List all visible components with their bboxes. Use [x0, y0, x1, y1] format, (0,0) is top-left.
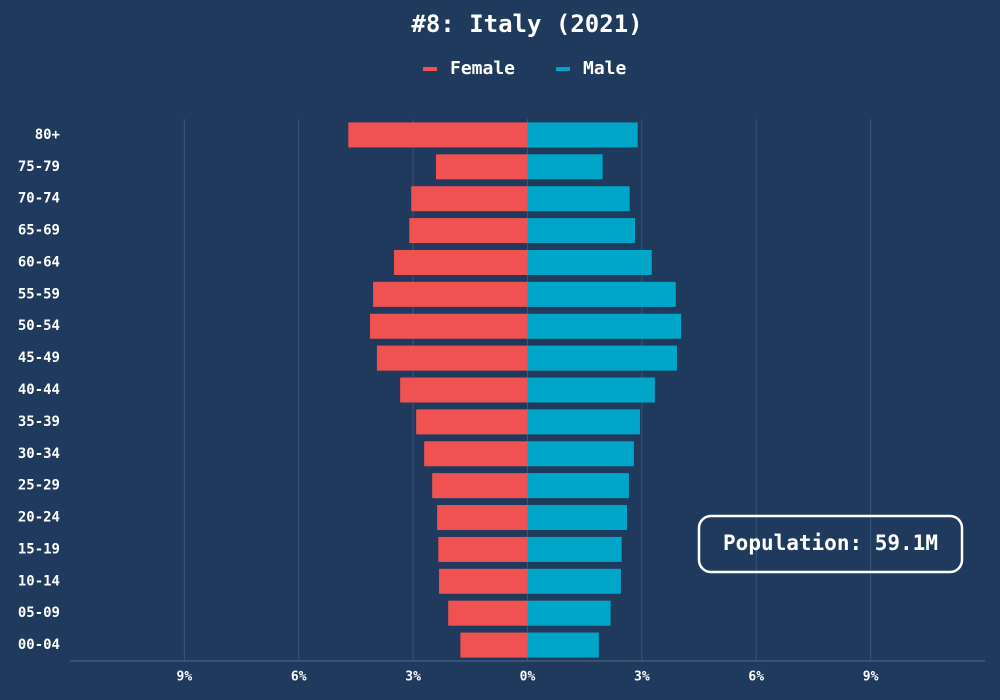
y-tick-label: 30-34 — [18, 446, 60, 462]
y-tick-label: 00-04 — [18, 637, 60, 653]
bar — [424, 441, 528, 467]
y-tick-label: 35-39 — [18, 414, 60, 430]
bar — [527, 441, 634, 467]
bar — [394, 249, 528, 275]
bar — [416, 409, 528, 435]
bar — [448, 600, 528, 626]
y-tick-label: 55-59 — [18, 286, 60, 302]
bar — [527, 154, 603, 180]
bar — [527, 568, 621, 594]
bar — [436, 154, 528, 180]
bar — [370, 313, 528, 339]
x-tick-label: 0% — [520, 670, 536, 685]
bar — [411, 186, 528, 212]
bar — [527, 122, 638, 148]
x-tick-label: 9% — [863, 670, 879, 685]
bar — [400, 377, 528, 403]
chart-title: #8: Italy (2021) — [411, 10, 642, 38]
bar — [439, 568, 528, 594]
x-tick-label: 6% — [291, 670, 307, 685]
y-tick-label: 25-29 — [18, 478, 60, 494]
y-tick-label: 10-14 — [18, 573, 60, 589]
y-tick-label: 65-69 — [18, 223, 60, 239]
bar — [437, 505, 528, 531]
legend-label: Male — [583, 58, 627, 79]
bar — [527, 249, 652, 275]
y-tick-label: 70-74 — [18, 191, 60, 207]
y-tick-label: 40-44 — [18, 382, 60, 398]
bar — [460, 632, 528, 658]
y-tick-label: 80+ — [35, 127, 60, 143]
bar — [527, 218, 636, 244]
bar — [527, 505, 628, 531]
y-tick-label: 75-79 — [18, 159, 60, 175]
y-tick-label: 15-19 — [18, 541, 60, 557]
bar — [527, 377, 655, 403]
bar — [527, 281, 676, 307]
annotation: Population: 59.1M — [723, 531, 938, 555]
bar — [527, 186, 630, 212]
x-tick-label: 9% — [177, 670, 193, 685]
bar — [438, 536, 528, 562]
bar — [527, 409, 640, 435]
legend-label: Female — [450, 58, 515, 79]
bar — [409, 218, 528, 244]
bar — [376, 345, 528, 371]
annotation-box — [697, 514, 964, 574]
bar — [527, 345, 677, 371]
bar — [527, 313, 682, 339]
bar — [527, 600, 611, 626]
bar — [373, 281, 528, 307]
x-tick-label: 3% — [634, 670, 650, 685]
bar — [527, 473, 629, 499]
bar — [432, 473, 528, 499]
x-tick-label: 3% — [405, 670, 421, 685]
x-tick-label: 6% — [748, 670, 764, 685]
bar — [527, 632, 599, 658]
y-tick-label: 20-24 — [18, 510, 60, 526]
bar — [527, 536, 622, 562]
bar — [348, 122, 528, 148]
y-tick-label: 45-49 — [18, 350, 60, 366]
y-tick-label: 50-54 — [18, 318, 60, 334]
y-tick-label: 60-64 — [18, 254, 60, 270]
y-tick-label: 05-09 — [18, 605, 60, 621]
